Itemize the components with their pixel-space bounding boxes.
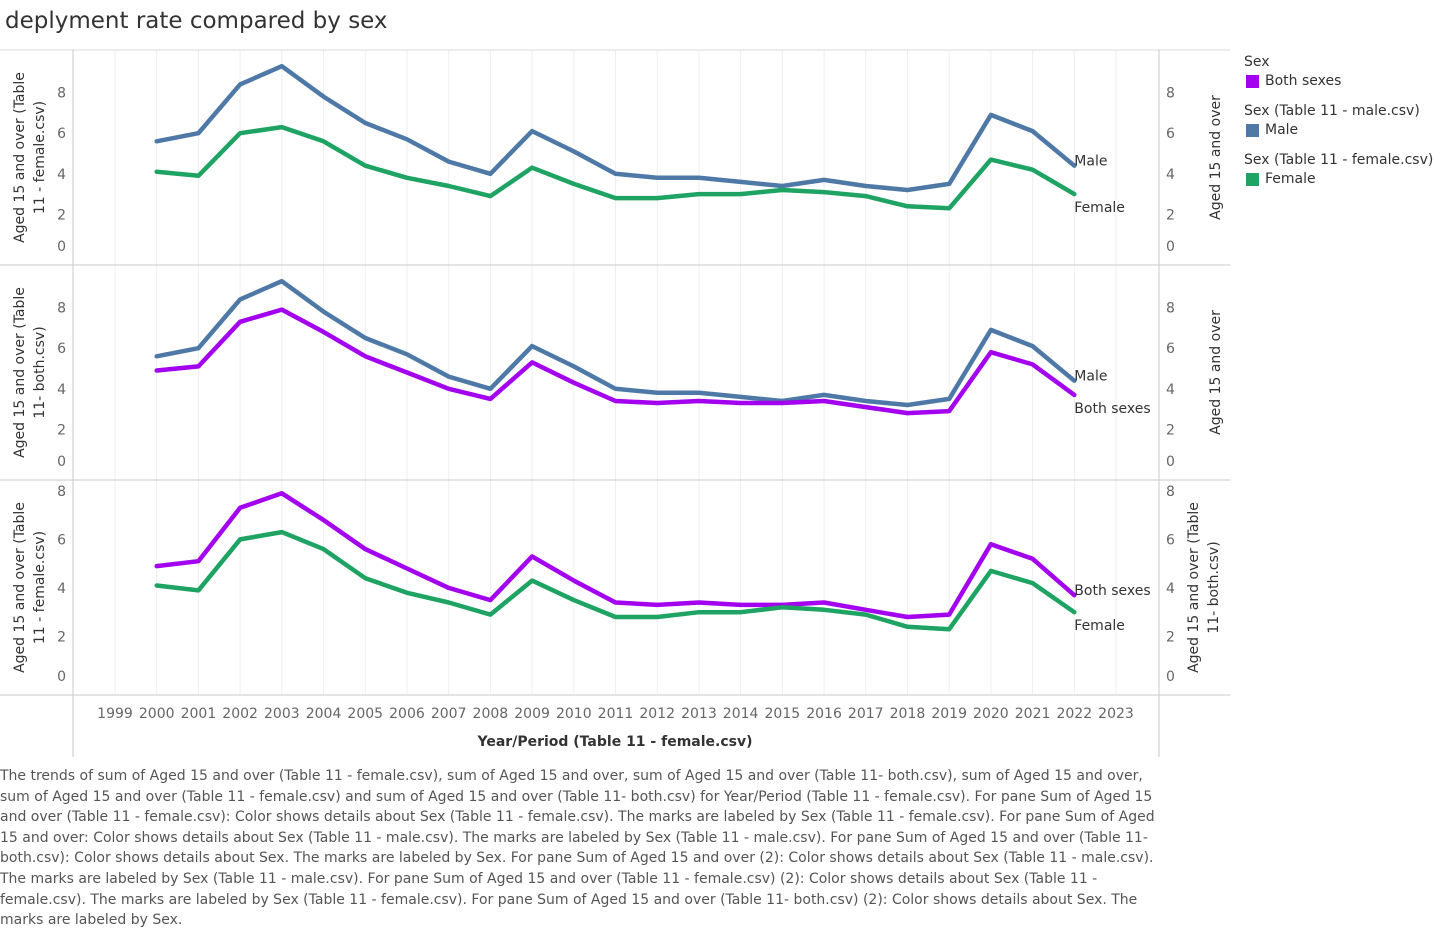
legend-label: Female — [1265, 171, 1316, 187]
x-tick-label: 2002 — [222, 706, 258, 722]
y-tick-label-left: 0 — [57, 454, 66, 470]
y-tick-label-right: 8 — [1166, 86, 1175, 102]
series-line-both-sexes[interactable] — [154, 307, 1077, 416]
legend-label: Both sexes — [1265, 73, 1342, 89]
y-tick-label-right: 4 — [1166, 581, 1175, 597]
legend-title: Sex (Table 11 - female.csv) — [1244, 152, 1434, 168]
y-tick-label-left: 4 — [57, 581, 66, 597]
legend-item-male[interactable]: Male — [1246, 122, 1433, 138]
y-tick-label-right: 4 — [1166, 382, 1175, 398]
y-tick-label-right: 2 — [1166, 207, 1175, 223]
x-tick-label: 2014 — [723, 706, 759, 722]
x-tick-label: 2000 — [139, 706, 175, 722]
legend-group-male[interactable]: Sex (Table 11 - male.csv) Male — [1244, 103, 1433, 138]
x-tick-label: 2016 — [806, 706, 842, 722]
y-tick-label-left: 8 — [57, 301, 66, 317]
x-tick-label: 2012 — [639, 706, 675, 722]
legend-item-female[interactable]: Female — [1246, 171, 1433, 187]
legend: Sex Both sexes Sex (Table 11 - male.csv)… — [1244, 54, 1433, 201]
y-axis-title-left: Aged 15 and over (Table — [12, 72, 28, 243]
y-axis-title-left: Aged 15 and over (Table — [12, 502, 28, 673]
x-tick-label: 2007 — [431, 706, 467, 722]
y-axis-title-left: 11 - female.csv) — [32, 101, 48, 214]
end-label-female: Female — [1074, 200, 1125, 216]
y-axis-title-right: Aged 15 and over — [1208, 310, 1224, 435]
y-tick-label-left: 4 — [57, 382, 66, 398]
y-tick-label-left: 2 — [57, 207, 66, 223]
chart-caption: The trends of sum of Aged 15 and over (T… — [0, 768, 1155, 929]
x-tick-label: 2015 — [765, 706, 801, 722]
legend-item-both-sexes[interactable]: Both sexes — [1246, 73, 1433, 89]
x-tick-label: 2020 — [973, 706, 1009, 722]
y-tick-label-right: 2 — [1166, 629, 1175, 645]
y-axis-title-left: Aged 15 and over (Table — [12, 287, 28, 458]
y-tick-label-right: 8 — [1166, 301, 1175, 317]
x-tick-label: 2008 — [473, 706, 509, 722]
x-tick-label: 1999 — [97, 706, 133, 722]
y-tick-label-left: 2 — [57, 422, 66, 438]
series-line-male[interactable] — [154, 63, 1077, 193]
y-tick-label-left: 4 — [57, 167, 66, 183]
y-tick-label-right: 6 — [1166, 341, 1175, 357]
y-axis-title-right: 11- both.csv) — [1206, 541, 1222, 633]
y-axis-title-right: Aged 15 and over (Table — [1186, 502, 1202, 673]
y-tick-label-right: 0 — [1166, 239, 1175, 255]
y-axis-title-right: Aged 15 and over — [1208, 95, 1224, 220]
y-tick-label-left: 6 — [57, 532, 66, 548]
y-tick-label-right: 2 — [1166, 422, 1175, 438]
y-tick-label-left: 8 — [57, 86, 66, 102]
x-tick-label: 2005 — [347, 706, 383, 722]
series-line-female[interactable] — [154, 124, 1077, 211]
x-tick-label: 2001 — [181, 706, 217, 722]
x-tick-label: 2009 — [514, 706, 550, 722]
y-tick-label-right: 4 — [1166, 167, 1175, 183]
x-tick-label: 2022 — [1056, 706, 1092, 722]
y-axis-title-left: 11- both.csv) — [32, 326, 48, 418]
y-tick-label-left: 0 — [57, 239, 66, 255]
y-tick-label-left: 0 — [57, 669, 66, 685]
y-tick-label-left: 8 — [57, 484, 66, 500]
legend-swatch — [1246, 172, 1259, 186]
series-line-male[interactable] — [154, 278, 1077, 408]
legend-title: Sex — [1244, 54, 1270, 70]
y-tick-label-right: 0 — [1166, 454, 1175, 470]
legend-label: Male — [1265, 122, 1299, 138]
x-tick-label: 2023 — [1098, 706, 1134, 722]
x-tick-label: 2006 — [389, 706, 425, 722]
legend-title: Sex (Table 11 - male.csv) — [1244, 103, 1420, 119]
end-label-male: Male — [1074, 154, 1107, 170]
end-label-both-sexes: Both sexes — [1074, 583, 1150, 599]
legend-group-both[interactable]: Sex Both sexes — [1244, 54, 1433, 89]
y-axis-title-left: 11 - female.csv) — [32, 531, 48, 644]
y-tick-label-right: 8 — [1166, 484, 1175, 500]
y-tick-label-right: 6 — [1166, 532, 1175, 548]
x-tick-label: 2011 — [598, 706, 634, 722]
y-tick-label-right: 6 — [1166, 126, 1175, 142]
end-label-both-sexes: Both sexes — [1074, 401, 1150, 417]
x-tick-label: 2010 — [556, 706, 592, 722]
chart-title: deplyment rate compared by sex — [5, 8, 388, 34]
x-tick-label: 2021 — [1015, 706, 1051, 722]
end-label-female: Female — [1074, 618, 1125, 634]
legend-swatch — [1246, 123, 1259, 137]
legend-swatch — [1246, 74, 1259, 88]
series-line-both-sexes[interactable] — [154, 491, 1077, 620]
x-tick-label: 2019 — [931, 706, 967, 722]
x-axis-title: Year/Period (Table 11 - female.csv) — [477, 734, 753, 750]
end-label-male: Male — [1074, 369, 1107, 385]
y-tick-label-left: 6 — [57, 341, 66, 357]
legend-group-female[interactable]: Sex (Table 11 - female.csv) Female — [1244, 152, 1433, 187]
y-tick-label-right: 0 — [1166, 669, 1175, 685]
series-line-female[interactable] — [154, 529, 1077, 632]
x-tick-label: 2017 — [848, 706, 884, 722]
x-tick-label: 2004 — [306, 706, 342, 722]
y-tick-label-left: 6 — [57, 126, 66, 142]
y-tick-label-left: 2 — [57, 629, 66, 645]
x-tick-label: 2003 — [264, 706, 300, 722]
x-tick-label: 2013 — [681, 706, 717, 722]
x-tick-label: 2018 — [890, 706, 926, 722]
